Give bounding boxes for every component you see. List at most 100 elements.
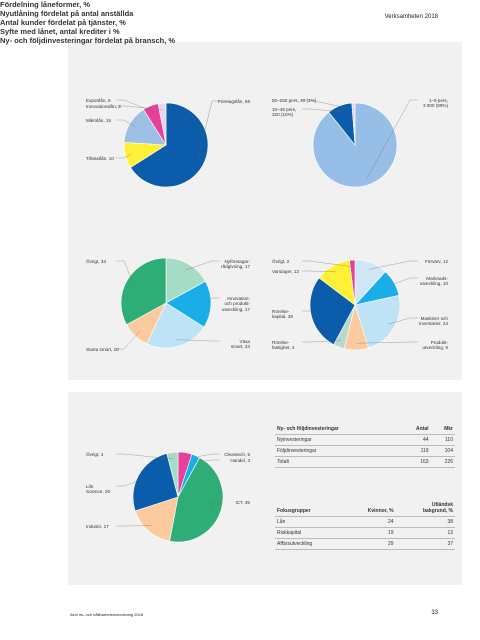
pie-slice bbox=[351, 102, 356, 146]
slice-label: Life Science, 26 bbox=[86, 484, 111, 495]
td: 19 bbox=[343, 527, 396, 539]
slice-label: 50–250 pers, 40 (1%) bbox=[272, 98, 317, 103]
slice-label: Företagslån, 66 bbox=[218, 99, 250, 104]
slice-label: Varulager, 13 bbox=[272, 269, 299, 274]
th: Ny- och följdinvesteringar bbox=[275, 424, 400, 435]
slice-label: Marknads- utveckling, 10 bbox=[419, 276, 448, 287]
leader-line bbox=[204, 297, 220, 305]
leader-line bbox=[388, 277, 418, 287]
slice-label: Nyföretagar- rådgivning, 17 bbox=[221, 259, 250, 270]
td: 29 bbox=[343, 538, 396, 550]
slice-label: Industri, 17 bbox=[86, 524, 109, 529]
leader-line bbox=[116, 105, 163, 110]
leader-line bbox=[302, 310, 318, 314]
td: Totalt bbox=[275, 456, 400, 468]
pie-slice bbox=[309, 277, 356, 346]
leader-line bbox=[116, 153, 132, 159]
slice-label: Maskiner och inventarier, 24 bbox=[419, 316, 448, 327]
leader-line bbox=[302, 108, 342, 112]
td: Lån bbox=[275, 516, 344, 528]
td: Affärsutveckling bbox=[275, 538, 344, 550]
pie-slice bbox=[134, 496, 179, 542]
footer-report: Almi lrs- och hållbarhetsredovisning 201… bbox=[70, 612, 144, 617]
th: Antal bbox=[399, 424, 431, 435]
leader-line bbox=[197, 100, 220, 163]
slice-label: Produkt- utveckling, 9 bbox=[422, 340, 448, 351]
slice-label: Innovation- och produkt- utveckling, 17 bbox=[221, 296, 250, 312]
page-number: 33 bbox=[431, 610, 438, 616]
focus-table: Fokusgrupper Kvinnor, % Utländsk bakgrund,… bbox=[275, 500, 455, 550]
slice-label: Övrigt, 2 bbox=[272, 259, 290, 264]
pie-slice bbox=[169, 457, 224, 543]
leader-line bbox=[116, 453, 174, 460]
td: 24 bbox=[343, 516, 396, 528]
leader-line bbox=[368, 260, 418, 270]
td: 119 bbox=[399, 445, 431, 457]
slice-label: Handel, 3 bbox=[230, 458, 250, 463]
slice-label: Cleantech, 5 bbox=[224, 452, 250, 457]
pie-slice bbox=[157, 102, 167, 146]
pie-slice bbox=[166, 451, 179, 498]
pie-slice bbox=[130, 102, 209, 188]
pie-slice bbox=[132, 453, 179, 512]
td: Nyinvesteringar bbox=[275, 434, 400, 446]
chart-title: Antal kunder fördelat på tjänster, % bbox=[0, 18, 126, 27]
slice-label: Mikrolån, 15 bbox=[86, 118, 112, 123]
slice-label: Exportlån, 6 bbox=[86, 98, 111, 103]
td: 163 bbox=[399, 456, 431, 468]
slice-label: Rörelse- fastighet, 4 bbox=[272, 340, 295, 351]
td: Riskkapital bbox=[275, 527, 344, 539]
pie-slice bbox=[165, 280, 212, 328]
leader-line bbox=[211, 501, 220, 510]
td: 37 bbox=[395, 538, 455, 550]
th: Utländsk bakgrund, % bbox=[395, 500, 455, 517]
leader-line bbox=[302, 270, 336, 273]
chart-title: Nyutlåning fördelat på antal anställda bbox=[0, 9, 134, 18]
th: Fokusgrupper bbox=[275, 500, 344, 517]
slice-label: Starta smart, 10 bbox=[86, 347, 119, 352]
td: 226 bbox=[430, 456, 455, 468]
slice-label: Tillväxtlån, 10 bbox=[86, 156, 114, 161]
slice-label: Övrigt, 4 bbox=[86, 452, 104, 457]
slice-label: 1–9 pers, 3 000 (89%) bbox=[422, 98, 448, 109]
slice-label: Innovationslån, 3 bbox=[86, 104, 121, 109]
th: Kvinnor, % bbox=[343, 500, 396, 517]
td: 44 bbox=[399, 434, 431, 446]
pie-slice bbox=[146, 302, 205, 349]
slice-label: ICT, 45 bbox=[235, 500, 250, 505]
chart-title: Fördelning låneformer, % bbox=[0, 0, 91, 9]
leader-line bbox=[116, 330, 140, 350]
slice-label: Rörelse- kapital, 28 bbox=[272, 309, 293, 320]
chart-title: Ny- och följdinvesteringar fördelat på b… bbox=[0, 36, 176, 45]
leader-line bbox=[356, 341, 418, 344]
slice-label: Övrigt, 33 bbox=[86, 259, 106, 264]
investment-table: Ny- och följdinvesteringar Antal Mkr Nyinv… bbox=[275, 424, 455, 468]
leader-line bbox=[388, 317, 418, 325]
td: 104 bbox=[430, 445, 455, 457]
th: Mkr bbox=[430, 424, 455, 435]
leader-line bbox=[116, 478, 145, 487]
leader-line bbox=[302, 99, 354, 110]
leader-line bbox=[302, 260, 353, 267]
td: 13 bbox=[395, 527, 455, 539]
slice-label: Förvärv, 12 bbox=[425, 259, 448, 264]
section-header: Verksamheten 2018 bbox=[384, 14, 438, 20]
slice-label: 10–49 pers, 320 (10%) bbox=[272, 107, 297, 118]
leader-line bbox=[185, 260, 220, 271]
chart-title: Syfte med lånet, antal krediter i % bbox=[0, 27, 120, 36]
pie-slice bbox=[165, 257, 206, 304]
pie-slice bbox=[354, 295, 401, 349]
leader-line bbox=[176, 339, 220, 342]
td: 38 bbox=[395, 516, 455, 528]
leader-line bbox=[116, 260, 134, 284]
leader-line bbox=[366, 99, 418, 179]
pie-slice bbox=[120, 257, 167, 326]
td: Följdinvesteringar bbox=[275, 445, 400, 457]
pie-slice bbox=[349, 259, 356, 306]
slice-label: Växa smart, 23 bbox=[230, 339, 250, 350]
td: 110 bbox=[430, 434, 455, 446]
leader-line bbox=[116, 119, 136, 127]
